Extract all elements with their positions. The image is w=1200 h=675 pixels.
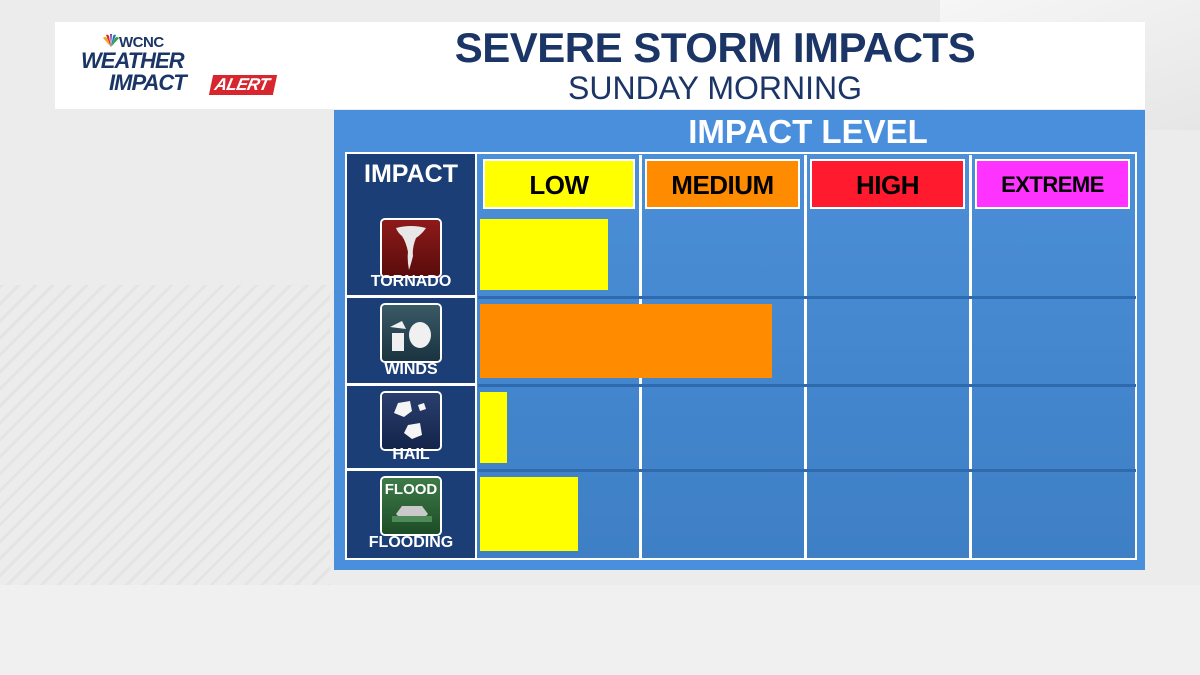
station-logo: WCNC WEATHER IMPACT ALERT bbox=[59, 30, 299, 106]
page-subtitle: SUNDAY MORNING bbox=[568, 70, 862, 106]
impact-column-header: IMPACT bbox=[364, 160, 458, 188]
level-header-high: HIGH bbox=[810, 159, 965, 209]
svg-text:FLOOD: FLOOD bbox=[385, 481, 438, 498]
row-divider bbox=[478, 469, 1136, 472]
bar-winds bbox=[480, 304, 772, 378]
hail-icon bbox=[380, 391, 442, 451]
level-header-low: LOW bbox=[483, 159, 635, 209]
bar-tornado bbox=[480, 219, 608, 290]
wind-damage-icon bbox=[380, 303, 442, 363]
tornado-icon-graphic bbox=[382, 220, 440, 276]
row-divider bbox=[478, 296, 1136, 299]
background-panel bbox=[0, 585, 1200, 675]
logo-station: WCNC bbox=[119, 34, 164, 51]
logo-alert-badge: ALERT bbox=[208, 75, 277, 95]
wind-damage-icon-graphic bbox=[382, 305, 440, 361]
chart-title: IMPACT LEVEL bbox=[688, 113, 928, 150]
impact-label-tornado: TORNADO bbox=[370, 273, 452, 290]
impact-label-hail: HAIL bbox=[392, 446, 430, 463]
impact-label-flooding: FLOODING bbox=[368, 534, 454, 551]
impact-label-winds: WINDS bbox=[384, 361, 438, 378]
impact-row-separator bbox=[345, 383, 477, 386]
bar-hail bbox=[480, 392, 508, 463]
column-divider bbox=[969, 155, 972, 558]
bar-flooding bbox=[480, 477, 579, 551]
row-divider bbox=[478, 384, 1136, 387]
level-header-extreme: EXTREME bbox=[975, 159, 1130, 209]
level-header-medium: MEDIUM bbox=[645, 159, 800, 209]
hail-icon-graphic bbox=[382, 393, 440, 449]
header-bar: WCNC WEATHER IMPACT ALERT SEVERE STORM I… bbox=[55, 22, 1145, 109]
background-stripes bbox=[0, 285, 330, 585]
page-title: SEVERE STORM IMPACTS bbox=[454, 24, 976, 71]
flood-icon: FLOOD bbox=[380, 476, 442, 536]
column-divider bbox=[804, 155, 807, 558]
peacock-icon bbox=[103, 34, 119, 47]
flood-icon-graphic: FLOOD bbox=[382, 478, 440, 534]
tornado-icon bbox=[380, 218, 442, 278]
logo-impact: IMPACT bbox=[109, 70, 187, 95]
impact-row-separator bbox=[345, 468, 477, 471]
logo-weather: WEATHER bbox=[81, 48, 185, 73]
impact-row-separator bbox=[345, 295, 477, 298]
